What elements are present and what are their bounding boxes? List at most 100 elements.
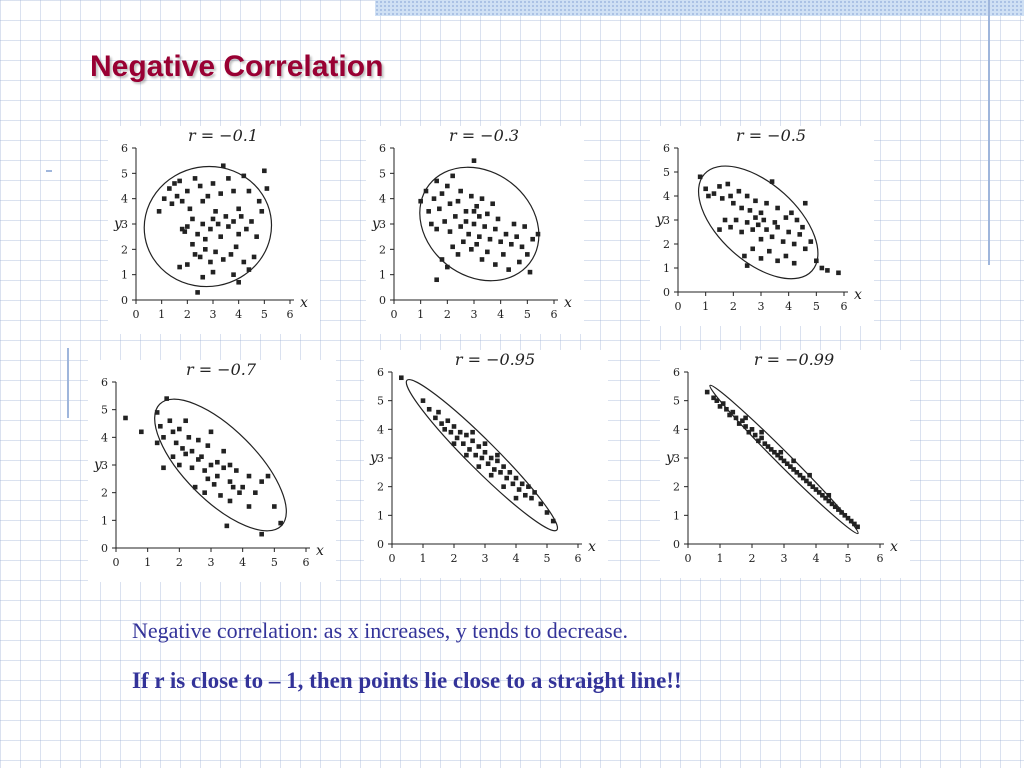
data-point — [794, 217, 800, 223]
y-tick-label: 0 — [121, 294, 128, 307]
data-point — [736, 188, 742, 194]
data-point — [186, 435, 192, 440]
y-tick-label: 6 — [379, 142, 386, 155]
data-point — [220, 257, 226, 262]
data-point — [769, 234, 775, 240]
data-point — [433, 415, 438, 421]
data-point — [192, 484, 198, 490]
data-point — [236, 279, 241, 285]
data-point — [724, 406, 729, 412]
data-point — [185, 224, 190, 229]
data-point — [810, 484, 816, 489]
data-point — [535, 231, 541, 237]
data-point — [513, 475, 519, 481]
data-point — [482, 224, 487, 229]
data-point — [783, 253, 789, 259]
data-point — [426, 406, 432, 412]
data-point — [804, 478, 809, 484]
data-point — [221, 465, 226, 471]
data-point — [780, 239, 786, 244]
data-point — [722, 217, 728, 223]
data-point — [210, 181, 216, 186]
data-point — [431, 196, 437, 201]
data-point — [172, 181, 177, 186]
x-axis-label: x — [316, 543, 324, 559]
data-point — [190, 216, 195, 222]
data-point — [180, 446, 185, 451]
data-point — [208, 259, 213, 265]
data-point — [778, 449, 784, 455]
description-text: Negative correlation: as x increases, y … — [132, 618, 629, 643]
data-point — [852, 521, 857, 527]
data-point — [156, 209, 162, 214]
data-point — [187, 206, 193, 212]
data-point — [246, 267, 252, 272]
data-point — [522, 224, 527, 229]
data-point — [458, 188, 463, 194]
data-point — [753, 198, 758, 204]
data-point — [177, 264, 182, 270]
chart-title: r = −0.95 — [455, 350, 535, 369]
y-tick-label: 3 — [101, 459, 108, 472]
data-point — [189, 465, 195, 471]
data-point — [215, 473, 220, 479]
data-point — [205, 193, 211, 199]
data-point — [775, 224, 780, 230]
y-tick-label: 5 — [663, 166, 670, 179]
chart-title: r = −0.5 — [736, 126, 806, 145]
data-point — [749, 427, 755, 432]
y-tick-label: 1 — [663, 262, 670, 275]
data-point — [259, 209, 265, 214]
data-point — [730, 409, 736, 415]
x-tick-label: 1 — [717, 552, 724, 565]
data-point — [808, 239, 814, 244]
data-point — [832, 504, 838, 510]
data-point — [223, 214, 229, 219]
data-point — [246, 188, 252, 194]
data-point — [253, 490, 258, 495]
y-axis-label: y — [93, 457, 103, 473]
data-point — [755, 222, 761, 228]
x-tick-label: 4 — [513, 552, 520, 565]
x-tick-label: 0 — [391, 308, 398, 321]
data-point — [845, 515, 851, 521]
data-point — [471, 158, 477, 163]
data-point — [839, 510, 844, 515]
data-point — [210, 269, 216, 275]
data-point — [173, 440, 179, 446]
data-point — [772, 449, 777, 455]
data-point — [231, 219, 236, 224]
data-point — [213, 249, 218, 255]
data-point — [848, 518, 854, 524]
y-tick-label: 4 — [101, 431, 108, 444]
data-point — [820, 492, 825, 498]
data-point — [192, 176, 198, 181]
data-point — [158, 423, 163, 429]
y-tick-label: 2 — [121, 243, 128, 256]
x-tick-label: 6 — [575, 552, 582, 565]
y-tick-label: 2 — [377, 481, 384, 494]
data-point — [736, 421, 742, 426]
chart-title: r = −0.7 — [186, 360, 257, 379]
data-point — [161, 435, 166, 440]
data-point — [775, 452, 780, 458]
y-tick-label: 4 — [673, 423, 680, 436]
data-point — [221, 448, 226, 454]
data-point — [523, 492, 528, 498]
data-point — [759, 435, 764, 441]
data-point — [538, 501, 544, 507]
data-point — [196, 437, 201, 443]
x-tick-label: 5 — [544, 552, 551, 565]
data-point — [200, 221, 206, 227]
data-point — [753, 215, 758, 220]
y-tick-label: 0 — [673, 538, 680, 551]
data-point — [164, 396, 169, 401]
data-point — [791, 458, 796, 464]
data-point — [742, 253, 747, 259]
data-point — [802, 246, 808, 252]
data-point — [507, 470, 513, 475]
data-point — [457, 429, 463, 435]
chart-title: r = −0.1 — [188, 126, 258, 145]
